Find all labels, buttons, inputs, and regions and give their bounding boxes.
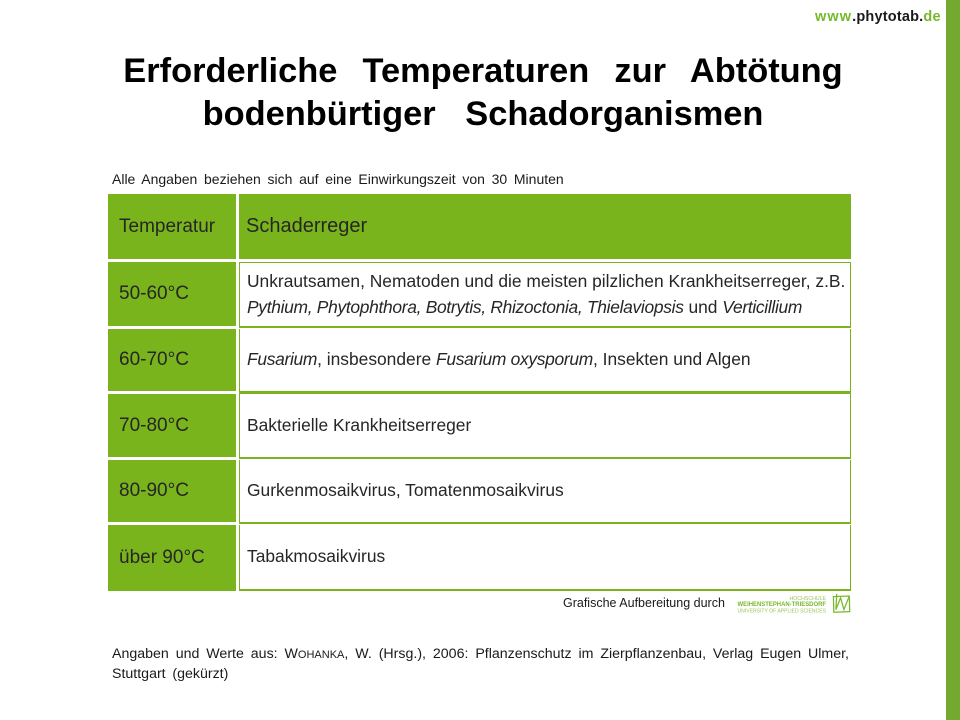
svg-text:WEIHENSTEPHAN-TRIESDORF: WEIHENSTEPHAN-TRIESDORF (738, 602, 827, 608)
svg-text:HOCHSCHULE: HOCHSCHULE (790, 596, 827, 602)
svg-text:UNIVERSITY OF APPLIED SCIENCES: UNIVERSITY OF APPLIED SCIENCES (738, 609, 827, 615)
